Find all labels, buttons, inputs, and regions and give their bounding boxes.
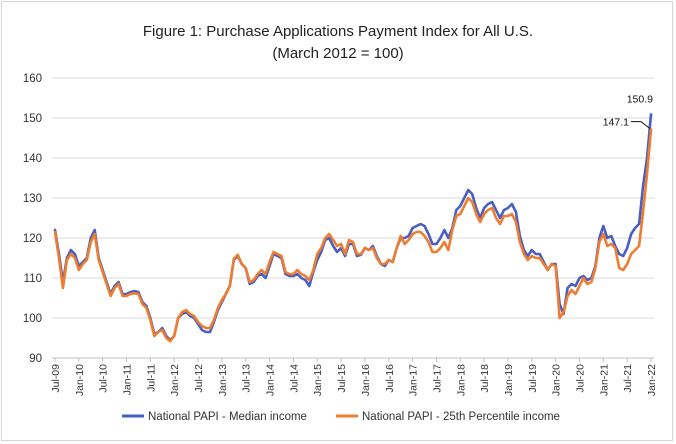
x-tick-label-Jul-16: Jul-16 xyxy=(384,364,396,393)
x-tick-label-Jul-11: Jul-11 xyxy=(145,364,157,392)
x-tick-label-Jul-13: Jul-13 xyxy=(241,364,253,393)
x-tick-label-Jul-17: Jul-17 xyxy=(431,364,443,393)
x-tick-label-Jan-10: Jan-10 xyxy=(74,364,86,396)
y-tick-label-160: 160 xyxy=(23,73,42,85)
x-axis: Jul-09 Jan-10 Jul-10 Jan-11 Jul-11 Jan-12 Jul-… xyxy=(50,358,658,396)
x-tick-label-Jan-13: Jan-13 xyxy=(217,364,229,396)
chart-title: Figure 1: Purchase Applications Payment … xyxy=(143,23,533,40)
annotation-leader-line xyxy=(631,121,651,129)
annotation-25th-last: 147.1 xyxy=(603,117,629,129)
x-tick-label-Jan-12: Jan-12 xyxy=(169,364,181,396)
x-tick-label-Jul-15: Jul-15 xyxy=(336,364,348,393)
x-tick-label-Jan-16: Jan-16 xyxy=(360,364,372,396)
x-tick-label-Jan-15: Jan-15 xyxy=(312,364,324,396)
series-line-25th-percentile xyxy=(53,128,653,343)
x-tick-label-Jul-12: Jul-12 xyxy=(193,364,205,393)
legend-label-median: National PAPI - Median income xyxy=(148,411,307,423)
x-tick-label-Jul-18: Jul-18 xyxy=(479,364,491,393)
x-tick-label-Jul-21: Jul-21 xyxy=(622,364,634,393)
annotations: 150.9 147.1 xyxy=(603,93,653,129)
legend: National PAPI - Median income National P… xyxy=(122,411,560,423)
x-tick-label-Jul-09: Jul-09 xyxy=(50,364,62,393)
y-axis: 90 100 110 120 130 140 150 160 xyxy=(23,73,42,365)
y-tick-label-130: 130 xyxy=(23,193,42,205)
x-tick-label-Jan-18: Jan-18 xyxy=(455,364,467,396)
gridlines xyxy=(52,77,654,359)
chart-subtitle: (March 2012 = 100) xyxy=(272,45,403,62)
y-tick-label-150: 150 xyxy=(23,113,42,125)
annotation-median-last: 150.9 xyxy=(627,93,653,105)
series-layer xyxy=(53,113,653,343)
x-tick-label-Jul-10: Jul-10 xyxy=(98,364,110,393)
x-tick-label-Jan-14: Jan-14 xyxy=(265,364,277,396)
legend-label-25th: National PAPI - 25th Percentile income xyxy=(362,411,560,423)
y-tick-label-140: 140 xyxy=(23,153,42,165)
y-tick-label-110: 110 xyxy=(24,273,42,285)
x-tick-label-Jan-22: Jan-22 xyxy=(646,364,658,396)
y-tick-label-90: 90 xyxy=(29,353,42,365)
x-tick-label-Jul-14: Jul-14 xyxy=(288,364,300,393)
x-tick-label-Jan-11: Jan-11 xyxy=(122,364,134,395)
y-tick-label-100: 100 xyxy=(23,313,42,325)
x-tick-label-Jan-17: Jan-17 xyxy=(408,364,420,396)
x-tick-label-Jul-20: Jul-20 xyxy=(574,364,586,393)
x-tick-label-Jan-19: Jan-19 xyxy=(503,364,515,396)
x-tick-label-Jan-21: Jan-21 xyxy=(598,364,610,396)
y-tick-label-120: 120 xyxy=(23,233,42,245)
x-tick-label-Jul-19: Jul-19 xyxy=(527,364,539,393)
x-tick-label-Jan-20: Jan-20 xyxy=(551,364,563,396)
